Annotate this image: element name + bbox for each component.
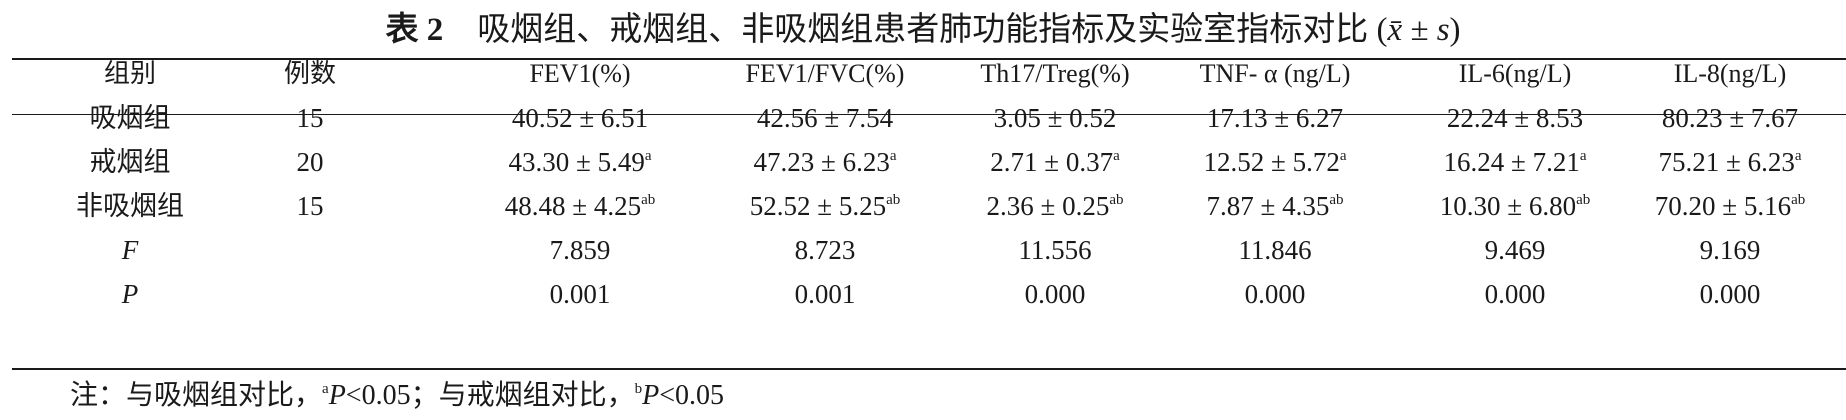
statistic-notation: x̄ ± s — [1387, 12, 1450, 48]
case-count: 15 — [296, 191, 324, 221]
bottom-rule — [12, 368, 1846, 370]
header-th17-treg: Th17/Treg(%) — [980, 59, 1130, 88]
value-cell: 12.52 ± 5.72a — [1203, 147, 1347, 177]
stat-label: P — [121, 279, 139, 309]
value-cell: 40.52 ± 6.51 — [511, 103, 649, 133]
table-footnote: 注：与吸烟组对比，aP<0.05；与戒烟组对比，bP<0.05 — [70, 380, 724, 411]
value-cell: 52.52 ± 5.25ab — [749, 191, 901, 221]
header-fev1: FEV1(%) — [529, 59, 631, 88]
value-cell: 2.71 ± 0.37a — [990, 147, 1120, 177]
value-cell: 2.36 ± 0.25ab — [986, 191, 1124, 221]
value-cell: 42.56 ± 7.54 — [756, 103, 894, 133]
value-cell: 10.30 ± 6.80ab — [1439, 191, 1591, 221]
case-count: 15 — [296, 103, 324, 133]
header-il8: IL-8(ng/L) — [1673, 59, 1787, 88]
value-cell: 16.24 ± 7.21a — [1443, 147, 1587, 177]
stat-value: 9.469 — [1484, 235, 1546, 265]
table-header-row: 组别 例数 FEV1(%) FEV1/FVC(%) Th17/Treg(%) T… — [0, 49, 1846, 99]
stat-label: F — [121, 235, 139, 265]
value-cell: 43.30 ± 5.49a — [508, 147, 652, 177]
stat-value: 8.723 — [794, 235, 856, 265]
value-cell: 22.24 ± 8.53 — [1446, 103, 1584, 133]
p-value-row: P 0.001 0.001 0.000 0.000 0.000 0.000 — [0, 269, 1846, 319]
stat-value: 0.000 — [1484, 279, 1546, 309]
header-fev1-fvc: FEV1/FVC(%) — [745, 59, 905, 88]
value-cell: 75.21 ± 6.23a — [1658, 147, 1802, 177]
header-il6: IL-6(ng/L) — [1458, 59, 1572, 88]
header-count: 例数 — [283, 59, 336, 88]
caption-close: ) — [1449, 12, 1461, 48]
group-name: 非吸烟组 — [76, 191, 184, 221]
value-cell: 7.87 ± 4.35ab — [1206, 191, 1344, 221]
stat-value: 0.000 — [1024, 279, 1086, 309]
stat-value: 7.859 — [549, 235, 611, 265]
stat-value: 0.001 — [549, 279, 611, 309]
table-caption: 吸烟组、戒烟组、非吸烟组患者肺功能指标及实验室指标对比 ( — [477, 12, 1388, 48]
value-cell: 80.23 ± 7.67 — [1661, 103, 1799, 133]
header-group: 组别 — [103, 59, 156, 88]
table-row: 非吸烟组 15 48.48 ± 4.25ab 52.52 ± 5.25ab 2.… — [0, 181, 1846, 231]
header-rule — [12, 114, 1846, 115]
table-title: 表 2 吸烟组、戒烟组、非吸烟组患者肺功能指标及实验室指标对比 (x̄ ± s) — [0, 8, 1846, 52]
stat-value: 0.000 — [1244, 279, 1306, 309]
group-name: 吸烟组 — [89, 103, 171, 133]
value-cell: 48.48 ± 4.25ab — [504, 191, 656, 221]
table-row: 吸烟组 15 40.52 ± 6.51 42.56 ± 7.54 3.05 ± … — [0, 93, 1846, 143]
stat-value: 9.169 — [1699, 235, 1761, 265]
stat-value: 11.556 — [1018, 235, 1092, 265]
stat-value: 0.000 — [1699, 279, 1761, 309]
value-cell: 47.23 ± 6.23a — [753, 147, 897, 177]
stat-value: 11.846 — [1238, 235, 1312, 265]
value-cell: 3.05 ± 0.52 — [993, 103, 1117, 133]
header-tnf-alpha: TNF- α (ng/L) — [1199, 59, 1351, 88]
value-cell: 70.20 ± 5.16ab — [1654, 191, 1806, 221]
stat-value: 0.001 — [794, 279, 856, 309]
value-cell: 17.13 ± 6.27 — [1206, 103, 1344, 133]
group-name: 戒烟组 — [89, 147, 171, 177]
table-number: 表 2 — [385, 12, 444, 48]
top-rule — [12, 58, 1846, 60]
case-count: 20 — [296, 147, 324, 177]
f-statistic-row: F 7.859 8.723 11.556 11.846 9.469 9.169 — [0, 225, 1846, 275]
table-row: 戒烟组 20 43.30 ± 5.49a 47.23 ± 6.23a 2.71 … — [0, 137, 1846, 187]
